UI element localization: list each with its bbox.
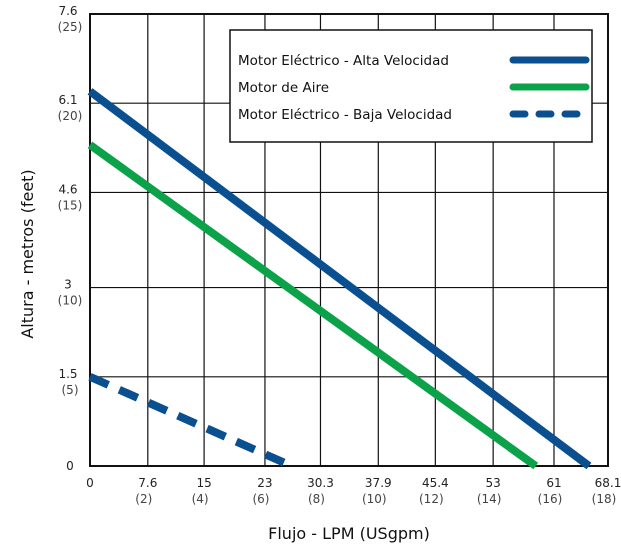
x-tick-sublabel: (4): [192, 492, 209, 506]
x-tick-sublabel: (18): [592, 492, 617, 506]
y-tick-label: 0: [66, 459, 74, 473]
x-tick-sublabel: (16): [538, 492, 563, 506]
y-tick-sublabel: (5): [62, 383, 79, 397]
x-tick-label: 45.4: [422, 476, 449, 490]
legend-label-3: Motor Eléctrico - Baja Velocidad: [238, 107, 452, 123]
x-tick-sublabel: (6): [252, 492, 269, 506]
x-tick-sublabel: (14): [477, 492, 502, 506]
x-tick-label: 61: [546, 476, 561, 490]
x-tick-sublabel: (10): [362, 492, 387, 506]
x-tick-sublabel: (2): [135, 492, 152, 506]
x-tick-sublabel: (12): [419, 492, 444, 506]
x-axis-title: Flujo - LPM (USgpm): [268, 524, 430, 543]
x-tick-labels: 0 7.6 (2) 15 (4) 23 (6) 30.3 (8) 37.9 (10) 45.4 (12)…: [86, 476, 621, 506]
x-tick-label: 7.6: [138, 476, 157, 490]
y-tick-sublabel: (10): [58, 294, 83, 308]
series-line-3: [88, 373, 294, 470]
x-tick-sublabel: (8): [308, 492, 325, 506]
y-tick-sublabel: (20): [58, 109, 83, 123]
x-tick-label: 0: [86, 476, 94, 490]
x-tick-label: 37.9: [365, 476, 392, 490]
y-tick-sublabel: (15): [58, 198, 83, 212]
series-lines: [87, 88, 592, 470]
legend-label-2: Motor de Aire: [238, 80, 329, 96]
legend: Motor Eléctrico - Alta Velocidad Motor de…: [229, 29, 593, 143]
y-axis-title: Altura - metros (feet): [18, 169, 37, 338]
x-tick-label: 53: [486, 476, 501, 490]
x-tick-label: 30.3: [307, 476, 334, 490]
y-tick-label: 6.1: [58, 93, 77, 107]
y-tick-label: 4.6: [58, 182, 77, 196]
x-tick-label: 23: [257, 476, 272, 490]
series-line-1: [87, 88, 592, 470]
y-tick-sublabel: (25): [58, 20, 83, 34]
plot-frame: [89, 13, 609, 467]
x-tick-label: 68.1: [595, 476, 621, 490]
y-tick-label: 1.5: [58, 367, 77, 381]
x-tick-label: 15: [196, 476, 211, 490]
y-tick-label: 3: [64, 278, 72, 292]
y-tick-labels: 0 1.5 (5) 3 (10) 4.6 (15) 6.1 (20) 7.6 (25): [58, 4, 83, 473]
series-line-2: [87, 141, 539, 470]
y-tick-label: 7.6: [58, 4, 77, 18]
legend-label-1: Motor Eléctrico - Alta Velocidad: [238, 53, 449, 69]
